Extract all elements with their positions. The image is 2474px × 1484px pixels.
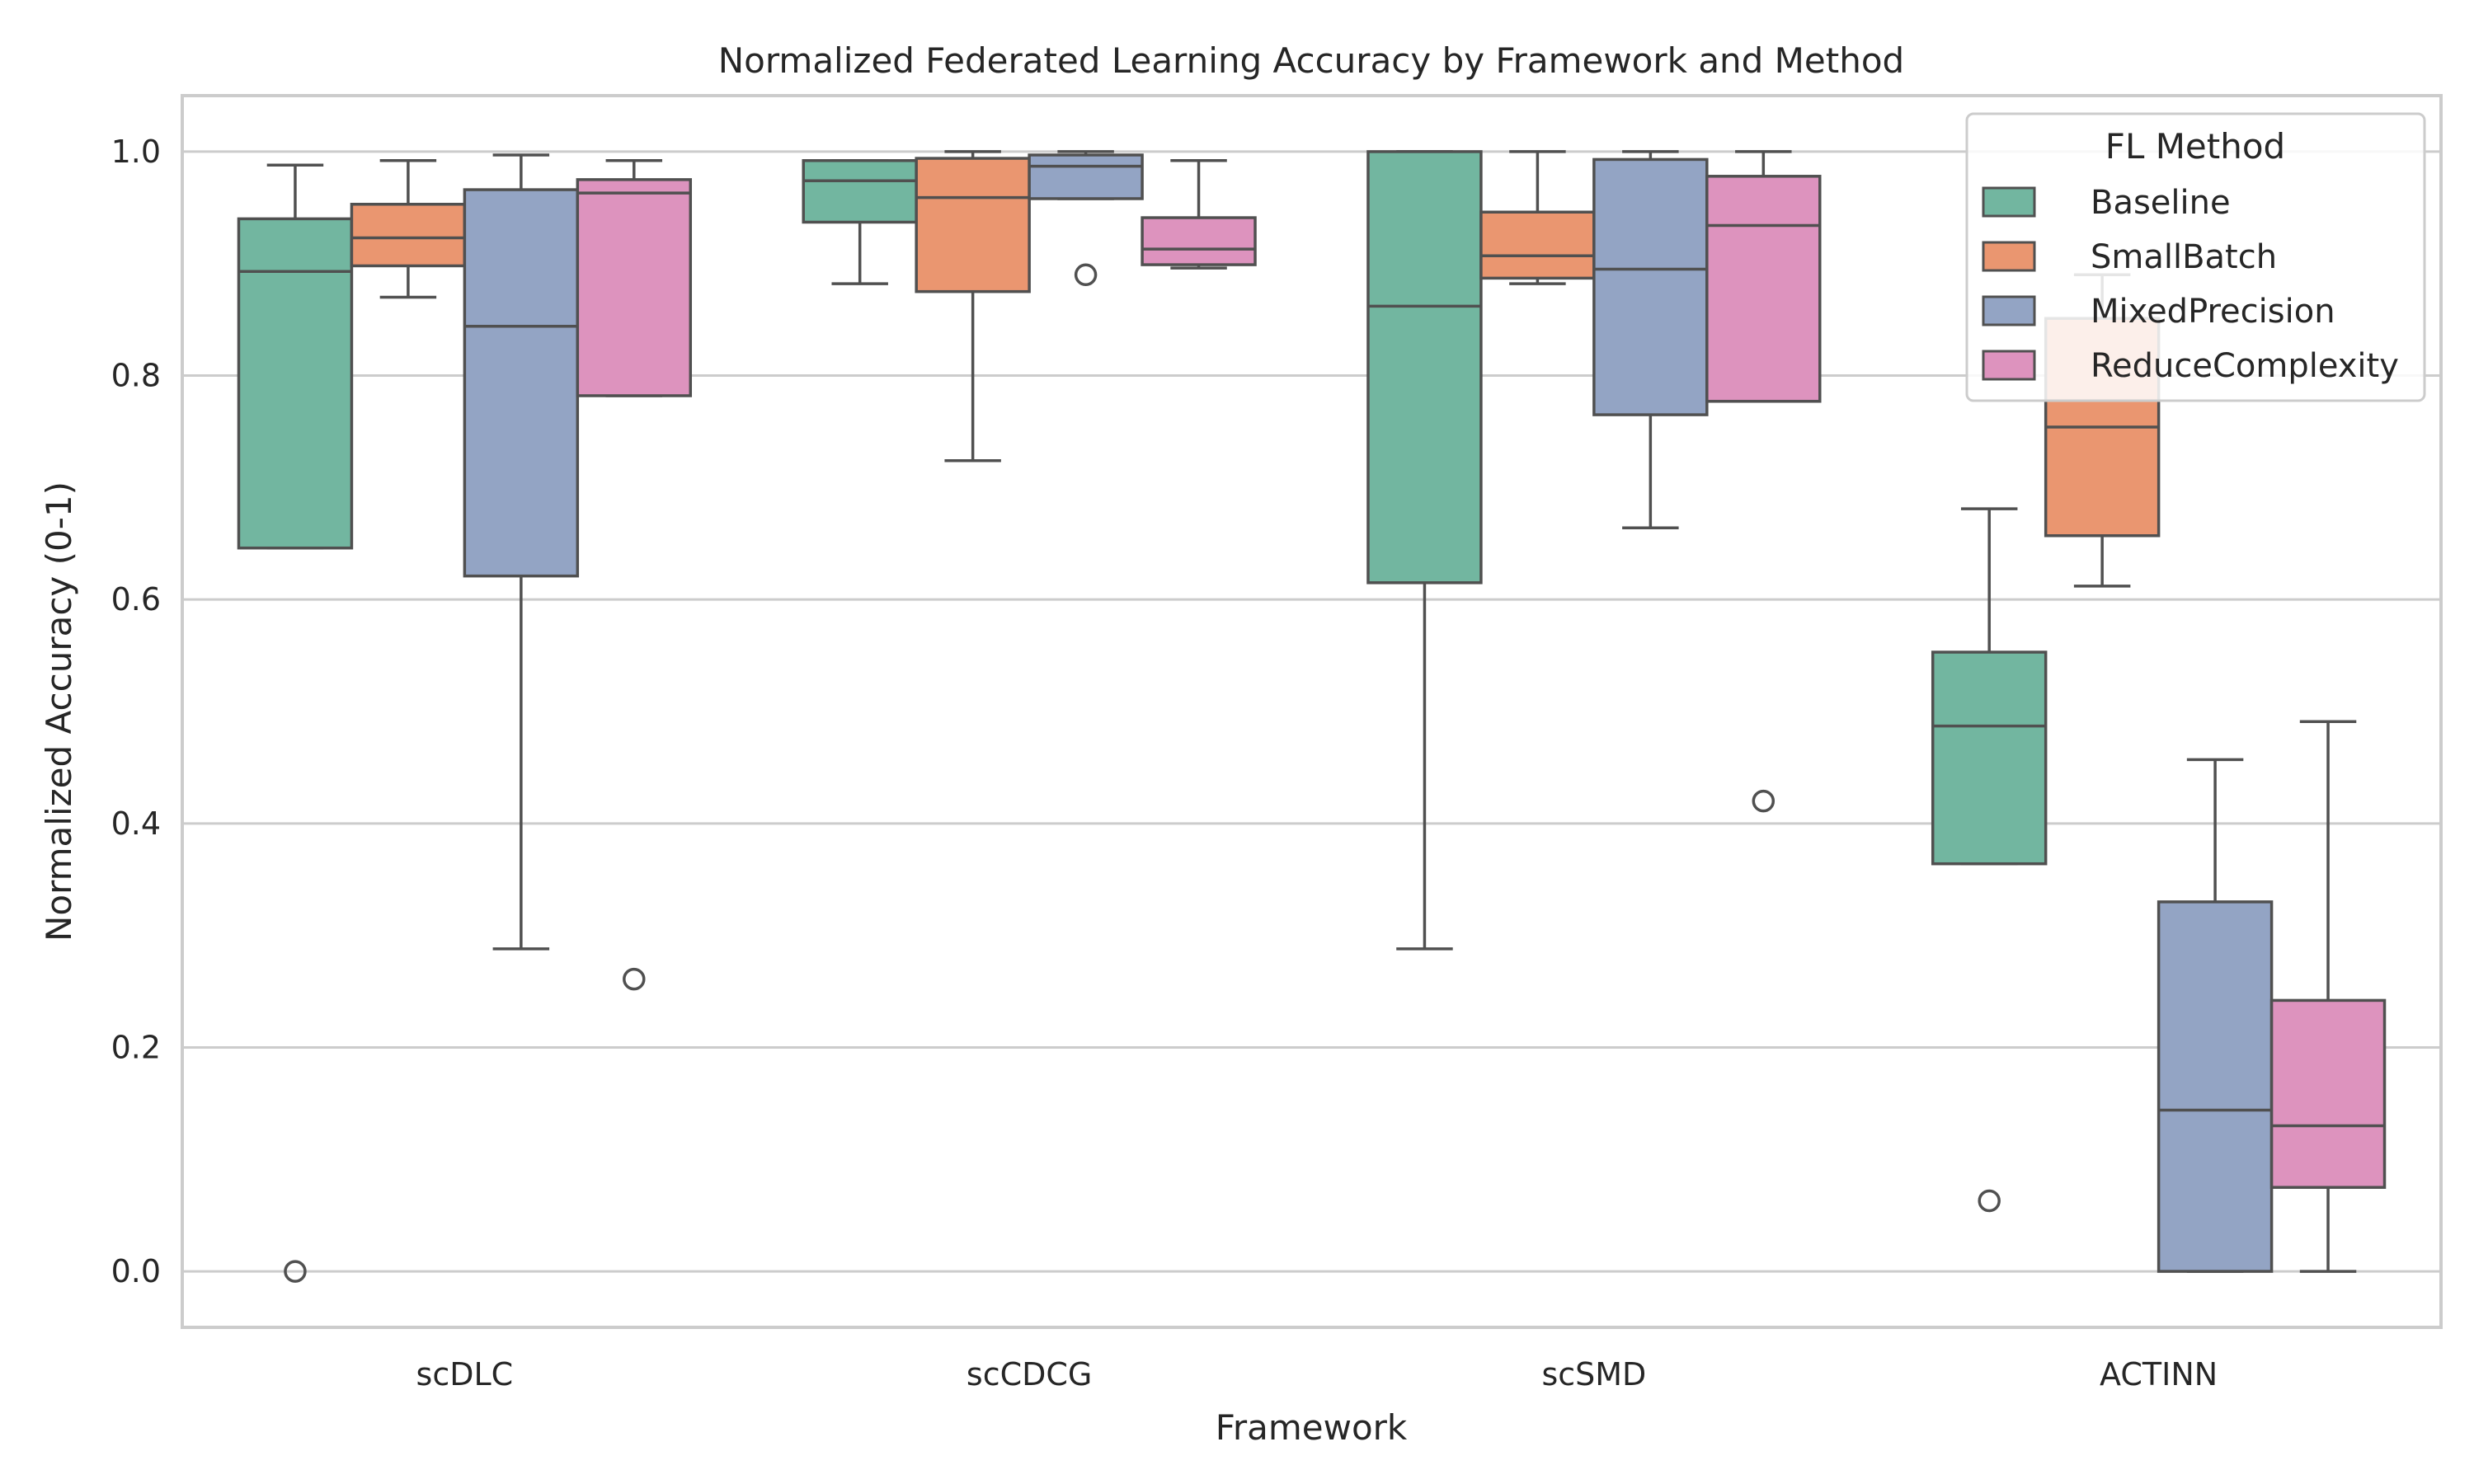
box-iqr xyxy=(576,178,693,397)
y-tick-label: 1.0 xyxy=(111,134,161,170)
boxes-layer xyxy=(237,150,2387,1283)
legend-swatch-ReduceComplexity xyxy=(1982,350,2036,381)
x-axis-title: Framework xyxy=(1216,1407,1408,1448)
box-iqr xyxy=(802,159,918,224)
legend-label-MixedPrecision: MixedPrecision xyxy=(2091,293,2335,331)
x-tick-labels: scDLC scCDCG scSMD ACTINN xyxy=(416,1356,2218,1392)
box-Baseline-scDLC xyxy=(237,163,354,1283)
box-iqr xyxy=(2269,998,2387,1189)
legend-label-Baseline: Baseline xyxy=(2091,184,2231,222)
box-iqr xyxy=(915,157,1031,294)
x-tick-label: scSMD xyxy=(1541,1356,1646,1392)
box-iqr xyxy=(1705,175,1822,403)
box-iqr xyxy=(1931,650,2048,866)
box-Baseline-ACTINN xyxy=(1931,507,2048,1213)
legend-frame xyxy=(1965,112,2426,402)
box-Baseline-scCDCG xyxy=(802,159,918,285)
box-iqr xyxy=(237,217,354,550)
box-iqr xyxy=(1592,157,1709,416)
chart-title: Normalized Federated Learning Accuracy b… xyxy=(718,40,1904,81)
outlier-point xyxy=(623,967,646,991)
legend-items: Baseline SmallBatch MixedPrecision ReduceCo… xyxy=(1982,184,2399,385)
box-ReduceComplexity-scDLC xyxy=(576,159,693,991)
box-iqr xyxy=(1141,216,1257,266)
y-tick-label: 0.2 xyxy=(111,1029,161,1065)
box-MixedPrecision-ACTINN xyxy=(2157,758,2274,1273)
y-tick-labels: 0.0 0.2 0.4 0.6 0.8 1.0 xyxy=(111,134,161,1289)
y-tick-label: 0.4 xyxy=(111,805,161,842)
y-tick-label: 0.0 xyxy=(111,1253,161,1289)
box-iqr xyxy=(1479,210,1596,280)
box-SmallBatch-scSMD xyxy=(1479,150,1596,285)
box-MixedPrecision-scSMD xyxy=(1592,150,1709,530)
x-tick-label: scCDCG xyxy=(967,1356,1092,1392)
box-MixedPrecision-scDLC xyxy=(463,153,580,951)
legend: FL Method Baseline SmallBatch MixedPrecisi… xyxy=(1965,112,2426,402)
box-iqr xyxy=(2157,900,2274,1273)
legend-swatch-MixedPrecision xyxy=(1982,295,2036,326)
box-ReduceComplexity-scCDCG xyxy=(1141,159,1257,270)
box-MixedPrecision-scCDCG xyxy=(1028,150,1144,287)
legend-swatch-Baseline xyxy=(1982,186,2036,218)
outlier-point xyxy=(1074,263,1098,287)
x-tick-label: ACTINN xyxy=(2100,1356,2218,1392)
box-iqr xyxy=(1366,150,1483,585)
box-Baseline-scSMD xyxy=(1366,150,1483,951)
legend-title: FL Method xyxy=(2105,126,2285,167)
outlier-point xyxy=(284,1260,307,1283)
box-iqr xyxy=(350,202,467,268)
box-ReduceComplexity-ACTINN xyxy=(2269,720,2387,1273)
box-SmallBatch-scCDCG xyxy=(915,150,1031,463)
outlier-point xyxy=(1752,789,1776,813)
plot-frame xyxy=(181,94,2443,1329)
box-SmallBatch-scDLC xyxy=(350,159,467,299)
box-iqr xyxy=(1028,153,1144,200)
legend-swatch-SmallBatch xyxy=(1982,241,2036,272)
legend-label-ReduceComplexity: ReduceComplexity xyxy=(2091,347,2399,385)
x-tick-label: scDLC xyxy=(416,1356,514,1392)
y-tick-label: 0.8 xyxy=(111,358,161,394)
box-iqr xyxy=(463,188,580,578)
outlier-point xyxy=(1978,1189,2001,1213)
box-ReduceComplexity-scSMD xyxy=(1705,150,1822,813)
y-axis-title: Normalized Accuracy (0-1) xyxy=(39,481,79,942)
y-tick-label: 0.6 xyxy=(111,581,161,618)
legend-label-SmallBatch: SmallBatch xyxy=(2091,238,2277,276)
